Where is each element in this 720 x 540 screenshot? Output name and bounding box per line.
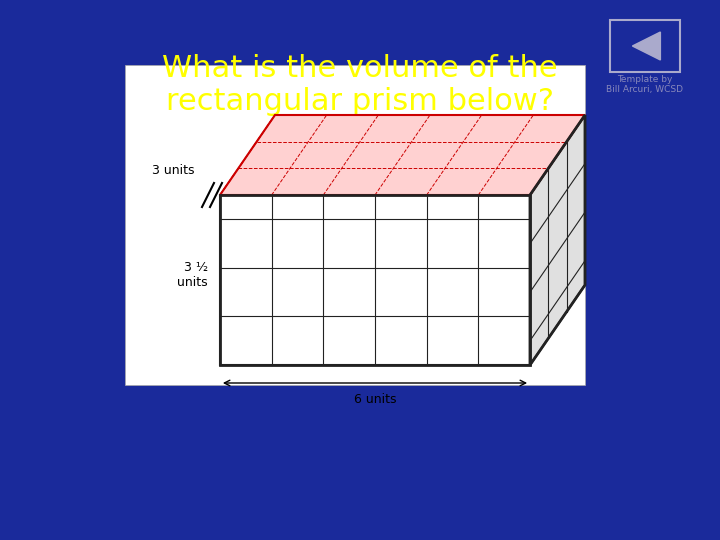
- Text: What is the volume of the
rectangular prism below?: What is the volume of the rectangular pr…: [162, 53, 558, 116]
- Polygon shape: [220, 115, 585, 195]
- Text: 6 units: 6 units: [354, 393, 396, 406]
- Text: Template by
Bill Arcuri, WCSD: Template by Bill Arcuri, WCSD: [606, 75, 683, 94]
- Polygon shape: [530, 115, 585, 365]
- Polygon shape: [220, 195, 530, 365]
- Text: 3 units: 3 units: [153, 164, 195, 177]
- Text: 3 ½
units: 3 ½ units: [177, 261, 208, 289]
- Polygon shape: [632, 32, 660, 60]
- Bar: [610, 20, 680, 72]
- Bar: [125, 65, 585, 385]
